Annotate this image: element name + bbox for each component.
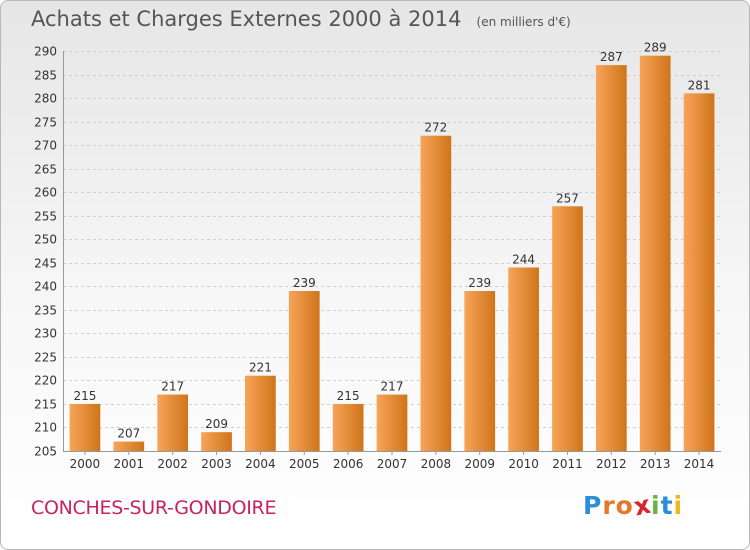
y-tick-label: 235 — [34, 304, 57, 318]
logo-letter: r — [602, 491, 616, 520]
data-label-2009: 239 — [468, 276, 491, 290]
y-tick-label: 230 — [34, 327, 57, 341]
data-label-2012: 287 — [600, 50, 623, 64]
bar-2013 — [639, 55, 671, 452]
chart-title: Achats et Charges Externes 2000 à 2014 (… — [31, 7, 571, 31]
logo-letter: i — [673, 491, 684, 520]
data-label-2007: 217 — [381, 380, 404, 394]
y-tick-label: 285 — [34, 69, 57, 83]
data-label-2011: 257 — [556, 191, 579, 205]
x-tick-label: 2013 — [640, 457, 671, 471]
bar-2003 — [201, 432, 232, 451]
bar-2012 — [595, 65, 627, 451]
y-tick-label: 225 — [34, 351, 57, 365]
x-tick-label: 2012 — [596, 457, 627, 471]
data-label-2002: 217 — [161, 380, 184, 394]
y-tick-label: 255 — [34, 210, 57, 224]
x-tick-label: 2004 — [245, 457, 276, 471]
x-tick-label: 2010 — [508, 457, 539, 471]
y-tick-label: 210 — [34, 421, 57, 435]
bar-2005 — [288, 291, 320, 451]
bar-2000 — [69, 403, 101, 451]
data-labels: 215 207 217 209 221 239 215 217 272 239 244 257 287 2… — [73, 41, 710, 441]
x-tick-label: 2000 — [70, 457, 101, 471]
logo-letter: i — [651, 491, 661, 520]
y-tick-label: 215 — [34, 398, 57, 412]
bar-2008 — [420, 135, 452, 452]
chart-title-main: Achats et Charges Externes 2000 à 2014 — [31, 7, 462, 31]
y-tick-label: 220 — [34, 374, 57, 388]
y-tick-label: 245 — [34, 257, 57, 271]
bars — [69, 55, 715, 452]
x-tick-label: 2011 — [552, 457, 583, 471]
bar-2006 — [332, 403, 364, 451]
y-tick-label: 275 — [34, 116, 57, 130]
x-tick-label: 2005 — [289, 457, 320, 471]
x-tick-label: 2008 — [421, 457, 452, 471]
data-label-2010: 244 — [512, 252, 535, 266]
bar-2004 — [245, 375, 276, 451]
data-label-2014: 281 — [688, 78, 711, 92]
x-tick-label: 2014 — [684, 457, 715, 471]
y-tick-label: 205 — [34, 445, 57, 459]
y-tick-label: 270 — [34, 139, 57, 153]
bar-2011 — [552, 206, 583, 451]
data-label-2013: 289 — [644, 41, 667, 55]
x-tick-label: 2009 — [464, 457, 495, 471]
logo-letter: t — [660, 491, 674, 520]
y-tick-label: 290 — [34, 45, 57, 59]
town-name: CONCHES-SUR-GONDOIRE — [31, 497, 277, 519]
logo-letter: P — [583, 491, 603, 520]
logo-letter: o — [615, 491, 634, 520]
bar-2014 — [683, 93, 715, 452]
y-tick-label: 265 — [34, 163, 57, 177]
bar-2009 — [464, 291, 496, 451]
proxiti-logo: Proxiti — [583, 490, 684, 522]
data-label-2004: 221 — [249, 361, 272, 375]
x-tick-label: 2007 — [377, 457, 408, 471]
y-tick-label: 250 — [34, 233, 57, 247]
x-tick-label: 2002 — [157, 457, 188, 471]
chart-title-unit: (en milliers d'€) — [476, 15, 571, 29]
y-tick-label: 280 — [34, 92, 57, 106]
data-label-2000: 215 — [73, 389, 96, 403]
x-axis: 2000 2001 2002 2003 2004 2005 2006 2007 2008 2009… — [63, 451, 721, 471]
y-axis: 205 210 215 220 225 230 235 240 245 250 255 260 265 2… — [34, 45, 64, 459]
data-label-2003: 209 — [205, 417, 228, 431]
y-tick-label: 260 — [34, 186, 57, 200]
bar-2010 — [508, 267, 539, 451]
data-label-2005: 239 — [293, 276, 316, 290]
x-tick-label: 2006 — [333, 457, 364, 471]
x-tick-label: 2003 — [201, 457, 232, 471]
y-tick-label: 240 — [34, 280, 57, 294]
bar-2007 — [376, 394, 408, 451]
data-label-2008: 272 — [424, 121, 447, 135]
data-label-2006: 215 — [337, 389, 360, 403]
bar-2002 — [157, 394, 189, 451]
bar-2001 — [113, 441, 145, 451]
x-tick-label: 2001 — [114, 457, 145, 471]
data-label-2001: 207 — [117, 427, 140, 441]
